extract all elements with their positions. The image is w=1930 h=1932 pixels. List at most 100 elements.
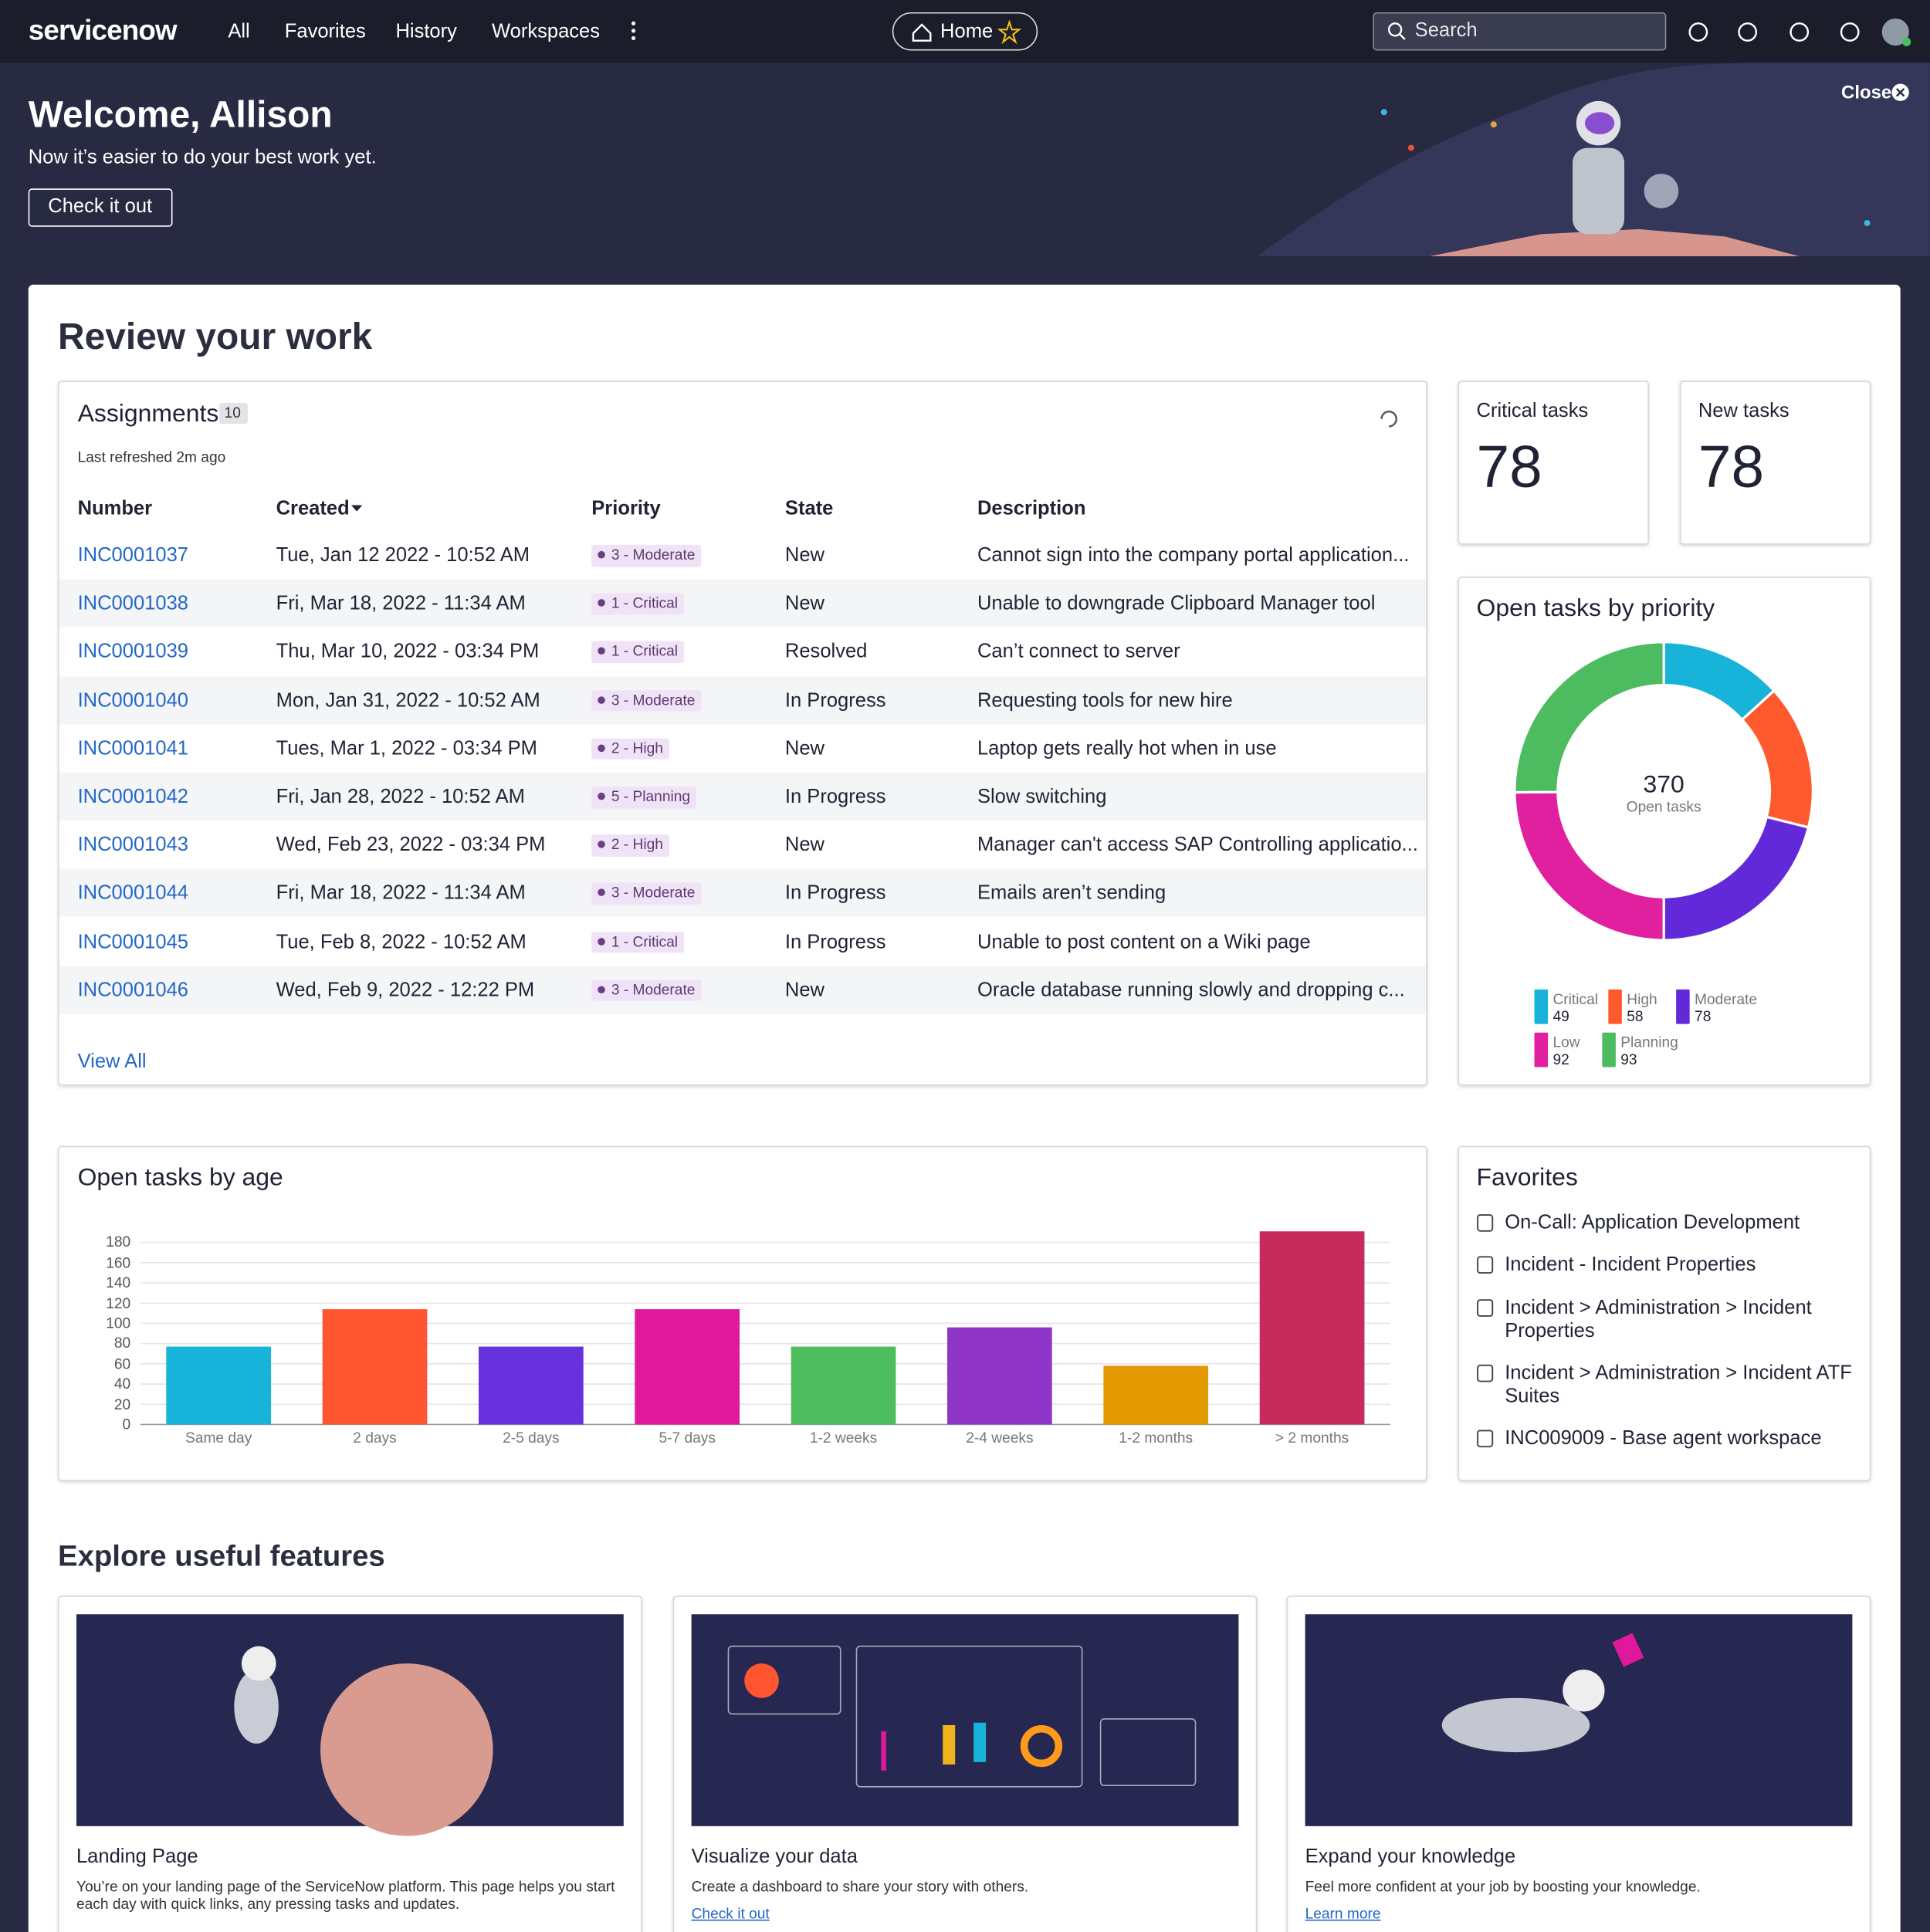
- table-cell: Unable to downgrade Clipboard Manager to…: [977, 593, 1376, 614]
- home-label[interactable]: Home: [940, 21, 994, 42]
- table-cell: Can’t connect to server: [977, 641, 1180, 663]
- incident-link[interactable]: INC0001046: [77, 980, 188, 1001]
- close-button[interactable]: Close: [1841, 82, 1892, 104]
- priority-dot: [598, 744, 605, 752]
- art-bar: [943, 1724, 956, 1765]
- y-tick-label: 80: [113, 1335, 131, 1352]
- priority-dot: [598, 599, 605, 607]
- table-cell: Requesting tools for new hire: [977, 689, 1233, 712]
- banner-button-label[interactable]: Check it out: [48, 196, 153, 218]
- stat-value: 78: [1476, 435, 1542, 501]
- feature-link[interactable]: Check it out: [691, 1904, 770, 1923]
- priority-dot: [598, 937, 605, 946]
- star: [1490, 121, 1497, 128]
- table-cell: Tues, Mar 1, 2022 - 03:34 PM: [276, 738, 537, 760]
- art-book: [1612, 1633, 1644, 1667]
- incident-link[interactable]: INC0001043: [77, 834, 188, 856]
- table-cell: In Progress: [784, 689, 886, 712]
- incident-link[interactable]: INC0001037: [77, 545, 188, 567]
- column-header: Created: [276, 498, 350, 519]
- search-box[interactable]: [1373, 12, 1667, 51]
- table-cell: Fri, Mar 18, 2022 - 11:34 AM: [276, 593, 526, 614]
- art-panel: [727, 1645, 841, 1715]
- row-stripe: [59, 579, 1427, 628]
- art-planet: [320, 1663, 493, 1836]
- incident-link[interactable]: INC0001041: [77, 738, 188, 760]
- priority-pill: 3 - Moderate: [591, 544, 702, 567]
- donut-segment: [1662, 815, 1810, 942]
- nav-icon: [1738, 22, 1758, 42]
- star-icon: [997, 19, 1022, 45]
- y-tick-label: 0: [122, 1415, 131, 1433]
- nav-link[interactable]: Favorites: [284, 21, 366, 42]
- y-tick-label: 20: [113, 1395, 131, 1413]
- favorite-item[interactable]: On-Call: Application Development: [1505, 1212, 1800, 1233]
- feature-link[interactable]: Learn more: [1305, 1904, 1381, 1923]
- legend-value: 49: [1552, 1007, 1569, 1025]
- table-cell: Manager can't access SAP Controlling app…: [977, 834, 1418, 856]
- table-cell: Wed, Feb 23, 2022 - 03:34 PM: [276, 834, 546, 856]
- favorites-panel: [1458, 1145, 1871, 1481]
- incident-link[interactable]: INC0001039: [77, 641, 188, 663]
- table-cell: New: [784, 980, 825, 1001]
- chart-title: Open tasks by priority: [1476, 595, 1715, 623]
- legend-label: Moderate: [1695, 990, 1757, 1008]
- feature-text: Feel more confident at your job by boost…: [1305, 1877, 1701, 1896]
- home-tab[interactable]: [892, 12, 1038, 51]
- nav-link[interactable]: History: [395, 21, 457, 42]
- feature-title: Expand your knowledge: [1305, 1846, 1516, 1868]
- nav-link[interactable]: Workspaces: [491, 21, 601, 42]
- view-all-link[interactable]: View All: [77, 1051, 147, 1073]
- priority-dot: [598, 841, 605, 848]
- table-cell: Thu, Mar 10, 2022 - 03:34 PM: [276, 641, 540, 663]
- bar: [166, 1346, 272, 1425]
- table-cell: Fri, Mar 18, 2022 - 11:34 AM: [276, 883, 526, 905]
- kebab-dot: [631, 36, 636, 41]
- x-tick-label: 1-2 weeks: [809, 1429, 878, 1446]
- column-header: Number: [77, 498, 153, 519]
- incident-link[interactable]: INC0001040: [77, 689, 188, 712]
- art-panel: [1099, 1718, 1197, 1786]
- favorite-item[interactable]: Incident > Administration > Incident ATF…: [1505, 1362, 1852, 1407]
- favorite-item[interactable]: INC009009 - Base agent workspace: [1505, 1428, 1822, 1450]
- priority-pill: 3 - Moderate: [591, 689, 702, 712]
- banner-button[interactable]: [28, 188, 173, 227]
- nav-icon: [1688, 22, 1708, 42]
- legend-label: High: [1627, 990, 1657, 1008]
- table-cell: Tue, Jan 12 2022 - 10:52 AM: [276, 545, 530, 567]
- y-tick-label: 100: [106, 1314, 131, 1332]
- avatar: [1881, 18, 1909, 46]
- incident-link[interactable]: INC0001038: [77, 593, 188, 614]
- art-pie: [744, 1663, 779, 1698]
- legend-value: 93: [1620, 1051, 1637, 1068]
- priority-dot: [598, 986, 605, 993]
- priority-pill: 2 - High: [591, 738, 669, 760]
- legend-swatch: [1676, 989, 1690, 1024]
- table-cell: In Progress: [784, 787, 886, 808]
- column-header: Description: [977, 498, 1086, 519]
- favorite-item[interactable]: Incident - Incident Properties: [1505, 1254, 1756, 1276]
- priority-pill: 1 - Critical: [591, 931, 685, 953]
- priority-pill: 5 - Planning: [591, 786, 697, 808]
- table-cell: Resolved: [784, 641, 868, 663]
- priority-pill: 2 - High: [591, 834, 669, 857]
- koala: [1644, 174, 1679, 208]
- search-placeholder[interactable]: Search: [1414, 20, 1478, 42]
- incident-link[interactable]: INC0001044: [77, 883, 188, 905]
- donut-total: 370: [1643, 771, 1685, 799]
- incident-link[interactable]: INC0001042: [77, 787, 188, 808]
- bar: [635, 1309, 740, 1425]
- nav-link[interactable]: All: [228, 21, 250, 42]
- incident-link[interactable]: INC0001045: [77, 931, 188, 953]
- feature-image: [691, 1614, 1239, 1826]
- visor: [1584, 112, 1615, 135]
- priority-pill: 3 - Moderate: [591, 980, 702, 1002]
- status-dot: [1902, 37, 1911, 46]
- nav-icon: [1840, 22, 1860, 42]
- favorite-item[interactable]: Incident > Administration > Incident Pro…: [1505, 1298, 1812, 1342]
- stat-label: New tasks: [1698, 401, 1789, 422]
- table-cell: Tue, Feb 8, 2022 - 10:52 AM: [276, 931, 527, 953]
